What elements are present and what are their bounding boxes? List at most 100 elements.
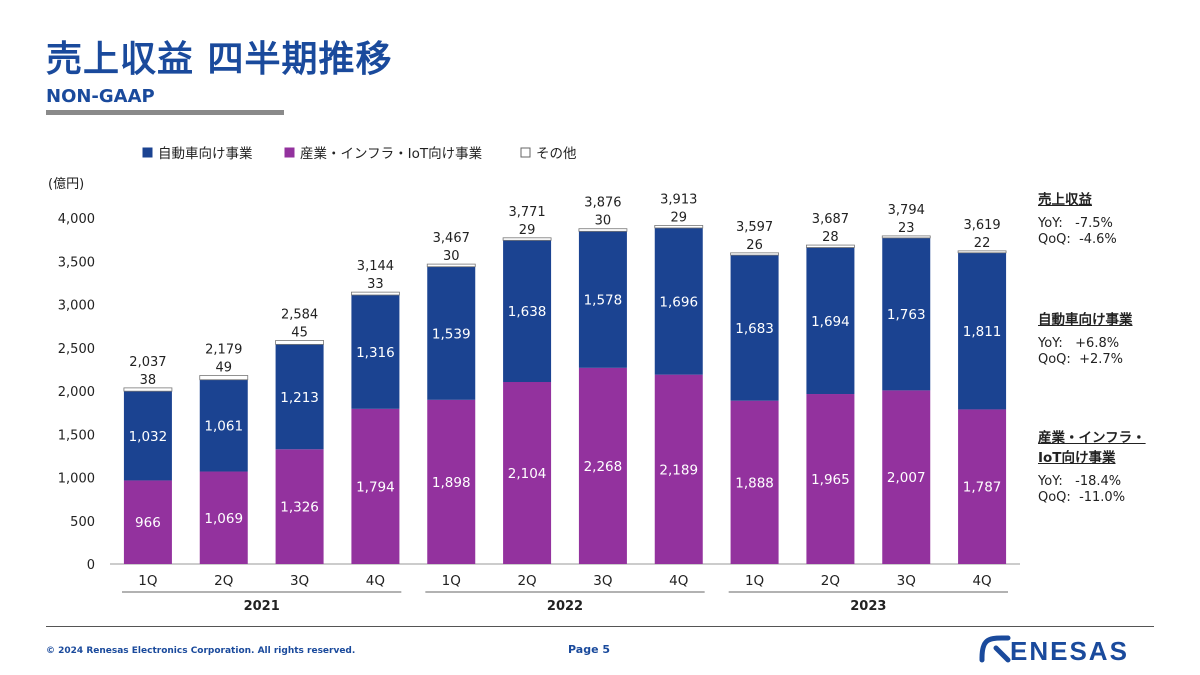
x-tick-label: 1Q xyxy=(138,573,157,589)
bar-automotive xyxy=(427,266,476,400)
data-label-automotive: 1,694 xyxy=(811,314,850,330)
data-label-industrial: 1,787 xyxy=(963,480,1002,496)
y-tick-label: 2,500 xyxy=(58,342,95,357)
legend-label-automotive: 自動車向け事業 xyxy=(158,146,253,162)
data-label-other: 28 xyxy=(822,230,839,245)
bar-automotive xyxy=(730,255,779,401)
total-label: 3,876 xyxy=(584,196,621,211)
bar-industrial xyxy=(730,400,779,564)
data-label-other: 33 xyxy=(367,277,384,292)
bar-other xyxy=(881,235,931,239)
bar-other xyxy=(199,375,249,381)
legend-swatch-automotive xyxy=(142,147,153,158)
side-heading-automotive: 自動車向け事業 xyxy=(1038,312,1133,328)
side-panel-total: 売上収益 YoY: -7.5% QoQ: -4.6% xyxy=(1038,190,1178,248)
y-tick-label: 500 xyxy=(70,515,95,530)
legend-swatch-industrial xyxy=(284,147,295,158)
data-label-other: 30 xyxy=(443,249,460,264)
data-label-automotive: 1,578 xyxy=(584,293,623,309)
side-heading-industrial: 産業・インフラ・ xyxy=(1038,430,1146,446)
bar-industrial xyxy=(882,390,931,564)
bar-industrial xyxy=(351,408,400,564)
data-label-other: 49 xyxy=(215,361,232,376)
bar-other xyxy=(123,387,173,392)
copyright-text: © 2024 Renesas Electronics Corporation. … xyxy=(46,646,356,656)
data-label-industrial: 2,104 xyxy=(508,466,547,482)
data-label-industrial: 2,268 xyxy=(584,459,623,475)
total-label: 3,771 xyxy=(508,205,545,220)
bar-industrial xyxy=(578,367,627,564)
data-label-automotive: 1,061 xyxy=(204,419,243,435)
bar-industrial xyxy=(427,399,476,564)
data-label-automotive: 1,763 xyxy=(887,307,926,323)
x-tick-label: 2Q xyxy=(517,573,536,589)
legend-label-industrial: 産業・インフラ・IoT向け事業 xyxy=(300,146,483,162)
total-label: 3,913 xyxy=(660,193,697,208)
bar-other xyxy=(654,225,704,229)
total-label: 3,687 xyxy=(812,212,849,227)
bar-automotive xyxy=(578,231,627,368)
bar-automotive xyxy=(806,247,855,395)
total-label: 3,467 xyxy=(433,231,470,246)
data-label-other: 29 xyxy=(519,223,536,238)
x-tick-label: 4Q xyxy=(366,573,385,589)
bar-industrial xyxy=(123,480,172,564)
bar-automotive xyxy=(199,379,248,472)
year-label: 2023 xyxy=(850,599,886,614)
svg-text:ENESAS: ENESAS xyxy=(1010,636,1129,666)
y-tick-label: 2,000 xyxy=(58,385,95,400)
side-automotive-qoq: QoQ: +2.7% xyxy=(1038,352,1123,367)
total-label: 3,144 xyxy=(357,259,394,274)
bar-industrial xyxy=(654,374,703,564)
data-label-automotive: 1,539 xyxy=(432,326,471,342)
data-label-industrial: 1,069 xyxy=(204,511,243,527)
x-tick-label: 2Q xyxy=(821,573,840,589)
y-tick-label: 1,000 xyxy=(58,472,95,487)
y-tick-label: 1,500 xyxy=(58,428,95,443)
legend-swatch-other xyxy=(520,147,531,158)
data-label-automotive: 1,696 xyxy=(659,294,698,310)
legend-label-other: その他 xyxy=(536,146,577,162)
bar-automotive xyxy=(503,240,552,383)
bar-automotive xyxy=(654,227,703,375)
y-tick-label: 3,500 xyxy=(58,255,95,270)
data-label-other: 38 xyxy=(140,373,157,388)
side-industrial-qoq: QoQ: -11.0% xyxy=(1038,490,1126,505)
side-total-qoq: QoQ: -4.6% xyxy=(1038,232,1117,247)
data-label-other: 30 xyxy=(595,214,612,229)
x-tick-label: 4Q xyxy=(972,573,991,589)
side-heading-industrial-line2: IoT向け事業 xyxy=(1038,450,1116,466)
bar-automotive xyxy=(275,344,324,450)
y-axis-unit: (億円) xyxy=(48,176,84,192)
page-subtitle: NON-GAAP xyxy=(46,86,155,107)
year-label: 2021 xyxy=(244,599,280,614)
data-label-other: 45 xyxy=(291,325,308,340)
side-total-yoy: YoY: -7.5% xyxy=(1038,216,1113,231)
y-tick-label: 3,000 xyxy=(58,299,95,314)
total-label: 3,619 xyxy=(963,218,1000,233)
y-tick-label: 0 xyxy=(87,558,95,573)
data-label-other: 29 xyxy=(670,210,687,225)
bar-industrial xyxy=(806,394,855,564)
bar-industrial xyxy=(199,471,248,564)
page-number: Page 5 xyxy=(568,643,611,656)
data-label-other: 22 xyxy=(974,236,991,251)
bar-other xyxy=(730,252,779,256)
bar-other xyxy=(806,244,855,248)
side-panel-automotive: 自動車向け事業 YoY: +6.8% QoQ: +2.7% xyxy=(1038,310,1178,368)
data-label-other: 26 xyxy=(746,238,763,253)
x-tick-label: 3Q xyxy=(897,573,916,589)
bar-automotive xyxy=(882,237,931,391)
bar-automotive xyxy=(123,391,172,481)
x-tick-label: 3Q xyxy=(290,573,309,589)
bar-automotive xyxy=(351,294,400,409)
data-label-industrial: 2,007 xyxy=(887,470,926,486)
x-tick-label: 3Q xyxy=(593,573,612,589)
footer-divider xyxy=(46,626,1154,627)
side-panel-industrial: 産業・インフラ・ IoT向け事業 YoY: -18.4% QoQ: -11.0% xyxy=(1038,428,1178,506)
data-label-industrial: 2,189 xyxy=(659,462,698,478)
bar-other xyxy=(957,250,1007,254)
data-label-industrial: 1,888 xyxy=(735,475,774,491)
bar-other xyxy=(275,340,324,345)
x-tick-label: 1Q xyxy=(442,573,461,589)
